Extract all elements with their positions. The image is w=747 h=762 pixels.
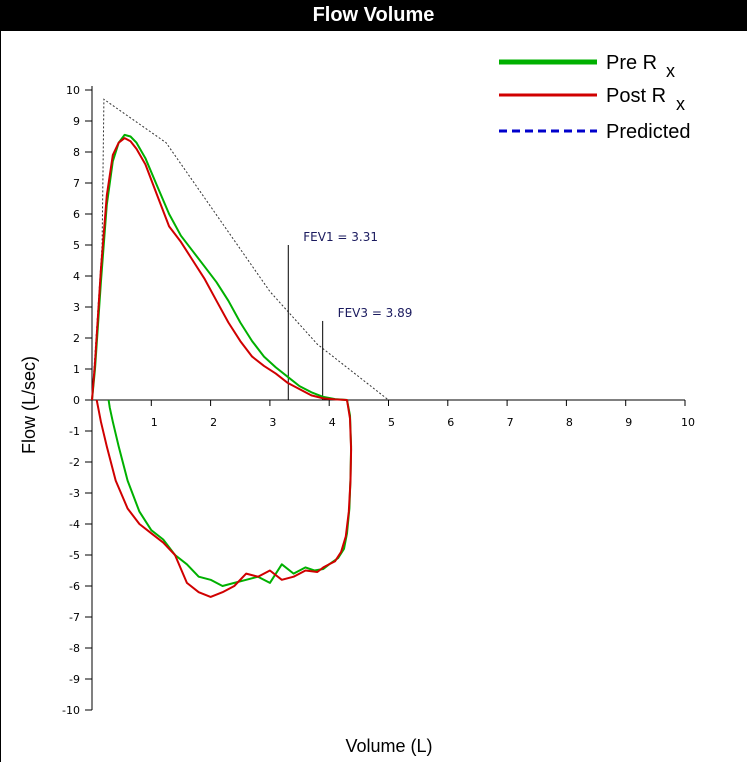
- y-tick-label: -8: [69, 642, 80, 655]
- legend-subscript: x: [666, 61, 675, 81]
- y-tick-label: 9: [73, 115, 80, 128]
- y-tick-label: 3: [73, 301, 80, 314]
- y-tick-label: -3: [69, 487, 80, 500]
- y-tick-label: -7: [69, 611, 80, 624]
- x-tick-label: 3: [269, 416, 276, 429]
- y-tick-label: 8: [73, 146, 80, 159]
- x-tick-label: 8: [566, 416, 573, 429]
- legend-label: Post R: [606, 85, 666, 107]
- legend-label: Predicted: [606, 121, 691, 143]
- chart-frame: [0, 31, 747, 762]
- chart-title: Flow Volume: [0, 0, 747, 31]
- pre-rx-line: [91, 133, 353, 587]
- y-tick-label: -6: [69, 580, 80, 593]
- y-tick-label: -4: [69, 518, 80, 531]
- fev-annotations: FEV1 = 3.31 FEV3 = 3.89: [287, 230, 413, 400]
- y-tick-label: 0: [73, 394, 80, 407]
- predicted-line: [91, 98, 389, 401]
- axes: [85, 86, 686, 711]
- predicted-curve: [91, 98, 389, 401]
- y-tick-label: 10: [66, 84, 80, 97]
- y-tick-label: -9: [69, 673, 80, 686]
- y-tick-label: 7: [73, 177, 80, 190]
- y-tick-label: 5: [73, 239, 80, 252]
- x-tick-label: 6: [447, 416, 454, 429]
- x-axis-label: Volume (L): [345, 736, 432, 756]
- series-curves: [91, 133, 353, 598]
- legend-subscript: x: [676, 94, 685, 114]
- x-tick-label: 4: [329, 416, 336, 429]
- y-tick-label: 4: [73, 270, 80, 283]
- x-tick-label: 2: [210, 416, 217, 429]
- legend-label: Pre R: [606, 52, 657, 74]
- x-tick-label: 9: [625, 416, 632, 429]
- fev1-label: FEV1 = 3.31: [303, 230, 378, 244]
- y-tick-label: -10: [62, 704, 80, 717]
- fev3-label: FEV3 = 3.89: [338, 306, 413, 320]
- y-tick-label: -5: [69, 549, 80, 562]
- y-tick-label: -1: [69, 425, 80, 438]
- y-tick-label: 6: [73, 208, 80, 221]
- x-tick-label: 1: [151, 416, 158, 429]
- post-rx-line: [91, 137, 353, 598]
- x-tick-label: 5: [388, 416, 395, 429]
- y-axis-label: Flow (L/sec): [19, 356, 39, 454]
- x-tick-label: 10: [681, 416, 695, 429]
- y-tick-label: -2: [69, 456, 80, 469]
- x-tick-label: 7: [507, 416, 514, 429]
- y-tick-label: 2: [73, 332, 80, 345]
- y-tick-label: 1: [73, 363, 80, 376]
